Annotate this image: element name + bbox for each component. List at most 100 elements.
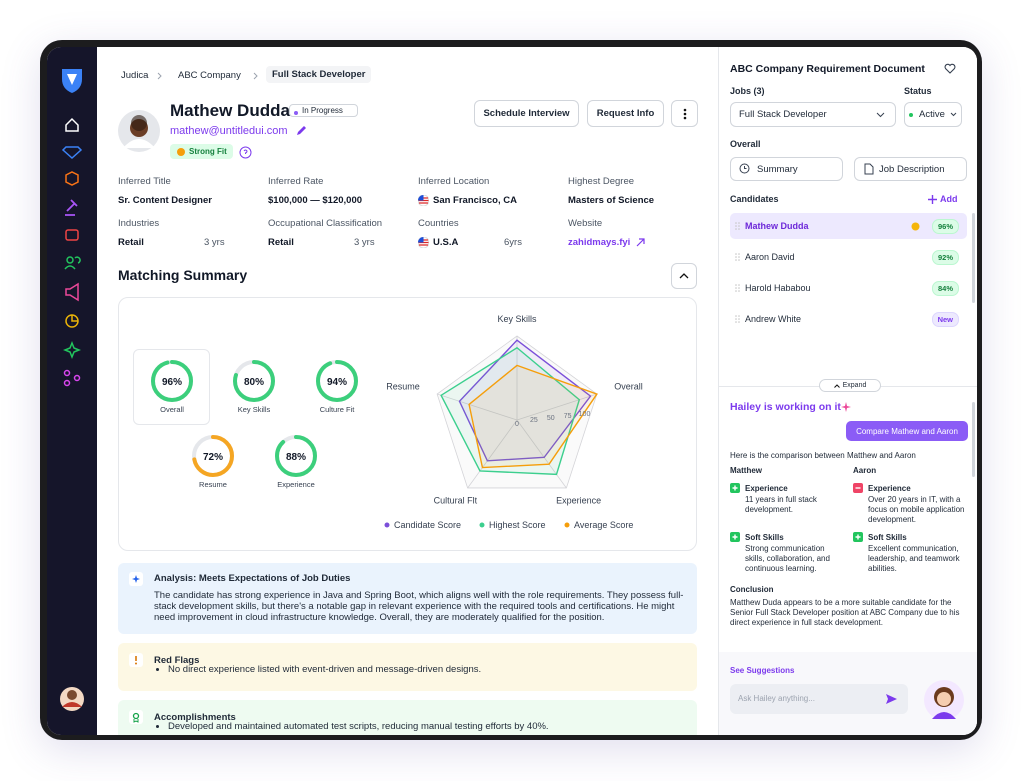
detail-value: Masters of Science (568, 195, 655, 206)
status-pill[interactable]: In Progress (289, 104, 358, 117)
expand-button[interactable]: Expand (819, 379, 881, 392)
conclusion-text: Matthew Duda appears to be a more suitab… (730, 598, 960, 627)
radar-tick-label: 50 (547, 415, 555, 422)
detail-label: Inferred Rate (268, 176, 324, 187)
see-suggestions[interactable]: See Suggestions (730, 666, 795, 675)
send-icon[interactable] (885, 693, 898, 705)
dot (735, 259, 737, 261)
dot (735, 318, 737, 320)
more-button[interactable] (671, 100, 698, 127)
legend-swatch (564, 522, 570, 528)
nav-gem[interactable] (61, 146, 83, 160)
job-select[interactable]: Full Stack Developer (730, 102, 896, 127)
help-icon[interactable] (239, 146, 252, 159)
legend-swatch (479, 522, 485, 528)
spoke (467, 419, 518, 489)
red-flags-box: Red Flags No direct experience listed wi… (118, 643, 697, 691)
gauge-value: 96% (162, 377, 182, 388)
candidate-name: Aaron David (745, 252, 795, 262)
red-flag-item: No direct experience listed with event-d… (168, 664, 481, 675)
external-link-icon (636, 238, 645, 247)
detail-label: Industries (118, 218, 160, 229)
candidate-badge: 96% (931, 219, 959, 234)
panel-title: ABC Company Requirement Document (730, 63, 925, 75)
candidate-row[interactable]: Aaron David 92% (730, 244, 967, 270)
nav-people[interactable] (66, 256, 74, 264)
detail-extra: 3 yrs (354, 237, 375, 248)
edit-icon[interactable] (295, 125, 307, 137)
dot (735, 225, 737, 227)
add-candidate[interactable]: Add (940, 194, 958, 204)
nav-megaphone[interactable] (65, 282, 79, 302)
status-select[interactable]: Active (904, 102, 962, 127)
dot (735, 222, 737, 224)
dot (738, 315, 740, 317)
drag-handle (735, 222, 740, 230)
summary-tab[interactable]: Summary (730, 157, 843, 181)
radar-tick-label: 0 (515, 421, 519, 428)
gauge-label: Key Skills (238, 405, 271, 414)
chat-input[interactable]: Ask Hailey anything... (730, 684, 908, 714)
nav-box[interactable] (65, 229, 79, 241)
compare-button[interactable]: Compare Mathew and Aaron (846, 421, 968, 441)
nav-hammer[interactable] (65, 199, 78, 216)
spoke (436, 393, 518, 421)
profile-avatar (118, 110, 160, 152)
add-icon[interactable] (928, 195, 937, 204)
scrollbar (972, 213, 975, 303)
gauge-arc (275, 435, 317, 477)
nav-network[interactable] (63, 369, 71, 377)
dot (738, 321, 740, 323)
candidate-row[interactable]: Andrew White New (730, 306, 967, 332)
breadcrumb-current[interactable]: Full Stack Developer (266, 66, 372, 83)
detail-label: Occupational Classification (268, 218, 383, 229)
candidate-name: Mathew Dudda (170, 101, 290, 120)
nav-sparkle[interactable] (62, 340, 82, 360)
gauge-label: Overall (160, 405, 184, 414)
charts: 96% Overall 80% Key Skills 94% Culture Fit 72%… (151, 314, 643, 530)
candidate-email[interactable]: mathew@untitledui.com (170, 125, 288, 137)
dot (738, 256, 740, 258)
bell (911, 222, 920, 231)
nav-cube[interactable] (65, 171, 79, 186)
detail-value[interactable]: zahidmays.fyi (568, 237, 631, 248)
candidate-row[interactable]: Harold Hababou 84% (730, 275, 967, 301)
gauge-label: Resume (199, 480, 227, 489)
jobs-label: Jobs (3) (730, 86, 765, 96)
dot (738, 225, 740, 227)
gauge-value: 72% (203, 452, 223, 463)
doc-icon (864, 163, 874, 175)
breadcrumb-item[interactable]: ABC Company (178, 70, 241, 81)
comparison-intro: Here is the comparison between Matthew a… (730, 451, 916, 460)
status-label: Status (904, 86, 932, 96)
fit-badge: Strong Fit (170, 144, 233, 159)
chat-footer: See Suggestions Ask Hailey anything... (719, 652, 977, 735)
detail-value: Sr. Content Designer (118, 195, 212, 206)
compare-text: Compare Mathew and Aaron (856, 426, 958, 436)
detail-value: San Francisco, CA (433, 195, 517, 206)
radar-axis-label: Key Skills (497, 314, 537, 324)
candidate-name: Andrew White (745, 314, 802, 324)
favorite-icon[interactable] (944, 63, 956, 74)
dot (735, 228, 737, 230)
dot (738, 284, 740, 286)
request-info-button[interactable]: Request Info (587, 100, 664, 127)
red-flags-list: No direct experience listed with event-d… (154, 664, 481, 675)
item-title: Soft Skills (745, 533, 784, 542)
red-flags-icon (129, 653, 143, 667)
breadcrumb-separator (253, 72, 258, 80)
nav-home[interactable] (65, 117, 79, 132)
screen: Judica ABC Company Full Stack Developer … (47, 47, 977, 735)
column-name: Matthew (730, 466, 762, 475)
dot (738, 287, 740, 289)
drag-handle (735, 284, 740, 292)
candidate-row[interactable]: Mathew Dudda 96% (730, 213, 967, 239)
item-text: Over 20 years in IT, with a focus on mob… (868, 495, 965, 524)
flag-icon (418, 237, 429, 248)
breadcrumb-item[interactable]: Judica (121, 70, 149, 81)
dot (735, 315, 737, 317)
radar-axis-label: Overall (614, 382, 643, 392)
collapse-button[interactable] (671, 263, 697, 289)
accomplishments-box: Accomplishments Developed and maintained… (118, 700, 697, 735)
schedule-interview-button[interactable]: Schedule Interview (474, 100, 579, 127)
